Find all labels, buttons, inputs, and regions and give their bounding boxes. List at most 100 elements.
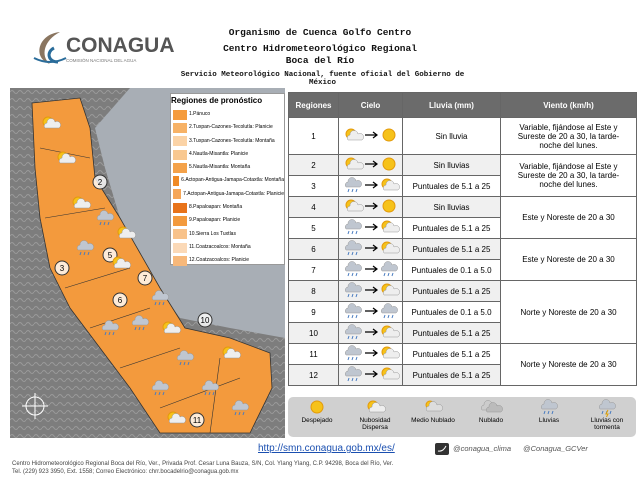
sky-legend-item: Nublado	[462, 397, 520, 437]
rain	[347, 356, 357, 361]
cloud	[132, 315, 149, 326]
sun	[310, 400, 324, 414]
table-row: 9 Puntuales de 0.1 a 5.0	[288, 301, 637, 323]
cloud	[382, 285, 400, 296]
map-legend-item: 7.Actopan-Antigua-Jamapa-Cotaxtla: Plani…	[171, 188, 284, 201]
table-row: 7 Puntuales de 0.1 a 5.0	[288, 259, 637, 281]
logo-text: CONAGUA	[66, 34, 175, 57]
wind-cell: Variable, fijándose al Este y Sureste de…	[500, 117, 637, 155]
arrow	[364, 244, 378, 252]
sky-cell	[338, 238, 403, 260]
sky-icons	[344, 324, 400, 340]
map-legend-label: 10.Sierra Los Tuxtlas	[189, 230, 236, 237]
table-row: 8 Puntuales de 5.1 a 25 Norte y Noreste de…	[288, 280, 637, 344]
region-marker	[197, 312, 213, 328]
table-row: 4 Sin lluvias Este y Noreste de 20 a 30	[288, 196, 637, 239]
url-link[interactable]: http://smn.conagua.gob.mx/es/	[258, 443, 395, 454]
sky-icons	[344, 177, 400, 193]
sky-legend-item: Lluvias	[520, 397, 578, 437]
sky-legend-label: Medio Nublado	[411, 417, 455, 424]
cloud	[346, 201, 364, 212]
cloud	[346, 159, 364, 170]
rain	[79, 251, 90, 256]
rain-cell: Puntuales de 5.1 a 25	[402, 175, 501, 197]
cloud	[344, 282, 362, 293]
region-cell: 10	[288, 322, 339, 344]
column-header: Regiones	[288, 92, 339, 118]
cloud	[382, 180, 400, 191]
cloud	[177, 350, 194, 361]
region-cell: 6	[288, 238, 339, 260]
arrow	[364, 181, 378, 189]
sky-icons	[344, 345, 400, 361]
sky-legend-label: Nublado	[478, 417, 504, 424]
map-legend-item: 2.Tuxpan-Cazones-Tecolutla: Planicie	[171, 121, 284, 134]
cloud	[426, 401, 443, 412]
cloud	[599, 399, 616, 410]
rain	[347, 377, 357, 382]
swatch	[173, 136, 187, 147]
table-row: 10 Puntuales de 5.1 a 25	[288, 322, 637, 344]
cloud	[344, 177, 362, 188]
map-legend-label: 5.Nautla-Misantla: Montaña	[189, 164, 251, 171]
cloud	[344, 219, 362, 230]
wind-cell: Este y Noreste de 20 a 30	[500, 196, 637, 239]
swatch	[173, 162, 187, 173]
rain	[347, 188, 357, 193]
arrow	[364, 160, 378, 168]
address: Centro Hidrometeorológico Regional Boca …	[12, 461, 394, 467]
region-cell: 1	[288, 117, 339, 155]
cloud	[114, 258, 131, 269]
sky-cell	[338, 280, 403, 302]
twitter-icon	[435, 443, 449, 455]
rain	[347, 293, 357, 298]
logo-icon	[33, 32, 67, 64]
cloud	[382, 222, 400, 233]
sky-icons	[344, 303, 398, 319]
region-marker-label: 5	[108, 251, 113, 260]
arrow	[364, 286, 378, 294]
subtitle: Centro Hidrometeorológico Regional	[223, 43, 417, 54]
sky-icons	[344, 261, 398, 277]
cloud	[97, 210, 114, 221]
map-legend-item: 10.Sierra Los Tuxtlas	[171, 228, 284, 241]
wind-cell: Variable, fijándose al Este y Sureste de…	[500, 154, 637, 197]
map-legend-item: 5.Nautla-Misantla: Montaña	[171, 161, 284, 174]
sky-legend-item: Medio Nublado	[404, 397, 462, 437]
cloud	[382, 369, 400, 380]
sun	[382, 199, 395, 213]
arrow	[364, 349, 378, 357]
region-marker-label: 2	[98, 178, 103, 187]
map-legend-item: 3.Tuxpan-Cazones-Tecolutla: Montaña	[171, 135, 284, 148]
cloud	[44, 118, 61, 129]
cloud	[202, 380, 219, 391]
map-legend-label: 9.Papaloapan: Planicie	[189, 217, 241, 224]
cloud	[346, 130, 364, 141]
map-legend-item: 4.Nautla-Misantla: Planicie	[171, 148, 284, 161]
sky-icons	[344, 366, 400, 382]
cloud	[77, 240, 94, 251]
rain	[383, 272, 393, 277]
wind-cell: Norte y Noreste de 20 a 30	[500, 280, 637, 344]
column-header: Lluvia (mm)	[402, 92, 501, 118]
table-row: 2 Sin lluvias Variable, fijándose al Este …	[288, 154, 637, 197]
rain	[154, 391, 165, 396]
rain-cell: Sin lluvia	[402, 117, 501, 155]
map-legend-label: 3.Tuxpan-Cazones-Tecolutla: Montaña	[189, 137, 275, 144]
sun	[382, 128, 395, 142]
sky-cell	[338, 259, 403, 281]
sky-icons	[345, 199, 395, 213]
map-legend-label: 8.Papaloapan: Montaña	[189, 204, 243, 211]
region-cell: 5	[288, 217, 339, 239]
cloud	[380, 261, 398, 272]
table-row: 11 Puntuales de 5.1 a 25 Norte y Noreste d…	[288, 343, 637, 386]
rain-cell: Puntuales de 5.1 a 25	[402, 343, 501, 365]
sky-legend-icon	[481, 400, 503, 413]
rain	[347, 251, 357, 256]
sky-icons	[344, 219, 400, 235]
contact: Tel. (229) 923 3950, Ext. 1558; Correo E…	[12, 469, 239, 475]
rain-cell: Puntuales de 5.1 a 25	[402, 217, 501, 239]
rain	[347, 272, 357, 277]
sky-cell	[338, 217, 403, 239]
cloud	[152, 290, 169, 301]
